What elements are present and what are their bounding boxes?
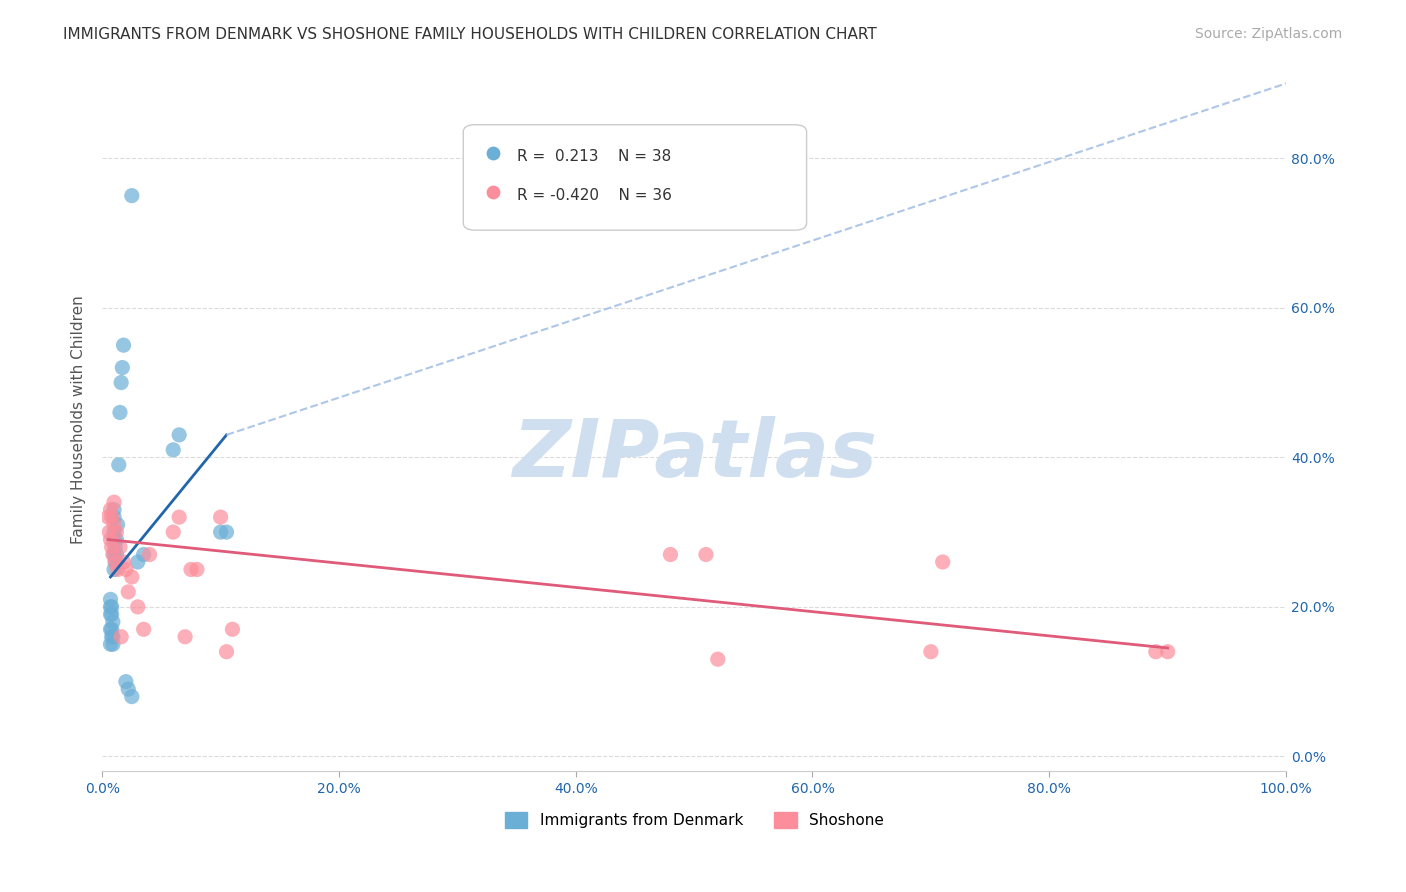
Immigrants from Denmark bbox=[103, 533, 125, 547]
Shoshone bbox=[127, 599, 149, 614]
Immigrants from Denmark bbox=[101, 615, 124, 629]
Immigrants from Denmark bbox=[132, 548, 155, 562]
Shoshone bbox=[108, 540, 131, 554]
Immigrants from Denmark bbox=[103, 525, 125, 540]
Immigrants from Denmark bbox=[110, 376, 132, 390]
Immigrants from Denmark bbox=[121, 690, 143, 704]
Immigrants from Denmark bbox=[104, 540, 127, 554]
Shoshone bbox=[112, 555, 135, 569]
Shoshone bbox=[209, 510, 232, 524]
Shoshone bbox=[931, 555, 953, 569]
Immigrants from Denmark bbox=[112, 338, 135, 352]
Immigrants from Denmark bbox=[100, 599, 122, 614]
Shoshone bbox=[920, 645, 942, 659]
Immigrants from Denmark bbox=[127, 555, 149, 569]
Shoshone bbox=[707, 652, 730, 666]
Immigrants from Denmark bbox=[100, 630, 122, 644]
Shoshone bbox=[100, 502, 122, 516]
Immigrants from Denmark bbox=[100, 607, 122, 622]
Shoshone bbox=[101, 548, 124, 562]
Legend: Immigrants from Denmark, Shoshone: Immigrants from Denmark, Shoshone bbox=[499, 805, 890, 834]
Immigrants from Denmark bbox=[103, 502, 125, 516]
Shoshone bbox=[162, 525, 184, 540]
Shoshone bbox=[97, 510, 120, 524]
Shoshone bbox=[221, 622, 243, 636]
Shoshone bbox=[215, 645, 238, 659]
Immigrants from Denmark bbox=[100, 599, 122, 614]
Shoshone bbox=[1156, 645, 1178, 659]
Shoshone bbox=[115, 562, 138, 576]
Shoshone bbox=[695, 548, 717, 562]
Immigrants from Denmark bbox=[101, 630, 124, 644]
Immigrants from Denmark bbox=[103, 548, 125, 562]
Shoshone bbox=[180, 562, 202, 576]
Immigrants from Denmark bbox=[103, 510, 125, 524]
Shoshone bbox=[1144, 645, 1167, 659]
Immigrants from Denmark bbox=[105, 533, 128, 547]
Point bbox=[482, 91, 505, 105]
Immigrants from Denmark bbox=[101, 637, 124, 651]
Immigrants from Denmark bbox=[103, 562, 125, 576]
Immigrants from Denmark bbox=[100, 607, 122, 622]
Text: R =  0.213    N = 38: R = 0.213 N = 38 bbox=[516, 149, 671, 164]
Immigrants from Denmark bbox=[105, 548, 128, 562]
Immigrants from Denmark bbox=[100, 592, 122, 607]
Text: ZIPatlas: ZIPatlas bbox=[512, 416, 876, 494]
Shoshone bbox=[100, 510, 122, 524]
Immigrants from Denmark bbox=[209, 525, 232, 540]
Shoshone bbox=[98, 525, 121, 540]
Immigrants from Denmark bbox=[100, 622, 122, 636]
Immigrants from Denmark bbox=[100, 637, 122, 651]
Shoshone bbox=[121, 570, 143, 584]
Immigrants from Denmark bbox=[121, 188, 143, 202]
FancyBboxPatch shape bbox=[463, 125, 807, 230]
Immigrants from Denmark bbox=[117, 682, 139, 697]
Immigrants from Denmark bbox=[111, 360, 134, 375]
Immigrants from Denmark bbox=[107, 517, 129, 532]
Immigrants from Denmark bbox=[215, 525, 238, 540]
Immigrants from Denmark bbox=[162, 442, 184, 457]
Shoshone bbox=[103, 495, 125, 509]
Shoshone bbox=[100, 533, 122, 547]
Shoshone bbox=[103, 517, 125, 532]
Shoshone bbox=[138, 548, 160, 562]
Text: Source: ZipAtlas.com: Source: ZipAtlas.com bbox=[1195, 27, 1343, 41]
Shoshone bbox=[104, 555, 127, 569]
Shoshone bbox=[186, 562, 208, 576]
Shoshone bbox=[110, 630, 132, 644]
Shoshone bbox=[167, 510, 190, 524]
Immigrants from Denmark bbox=[115, 674, 138, 689]
Shoshone bbox=[659, 548, 682, 562]
Shoshone bbox=[117, 585, 139, 599]
Shoshone bbox=[100, 540, 122, 554]
Shoshone bbox=[174, 630, 197, 644]
Shoshone bbox=[132, 622, 155, 636]
Shoshone bbox=[107, 562, 129, 576]
Y-axis label: Family Households with Children: Family Households with Children bbox=[72, 295, 86, 544]
Immigrants from Denmark bbox=[108, 405, 131, 419]
Immigrants from Denmark bbox=[100, 622, 122, 636]
Text: R = -0.420    N = 36: R = -0.420 N = 36 bbox=[516, 187, 672, 202]
Text: IMMIGRANTS FROM DENMARK VS SHOSHONE FAMILY HOUSEHOLDS WITH CHILDREN CORRELATION : IMMIGRANTS FROM DENMARK VS SHOSHONE FAMI… bbox=[63, 27, 877, 42]
Immigrants from Denmark bbox=[104, 555, 127, 569]
Shoshone bbox=[105, 525, 128, 540]
Immigrants from Denmark bbox=[167, 428, 190, 442]
Immigrants from Denmark bbox=[107, 458, 129, 472]
Point bbox=[482, 132, 505, 146]
